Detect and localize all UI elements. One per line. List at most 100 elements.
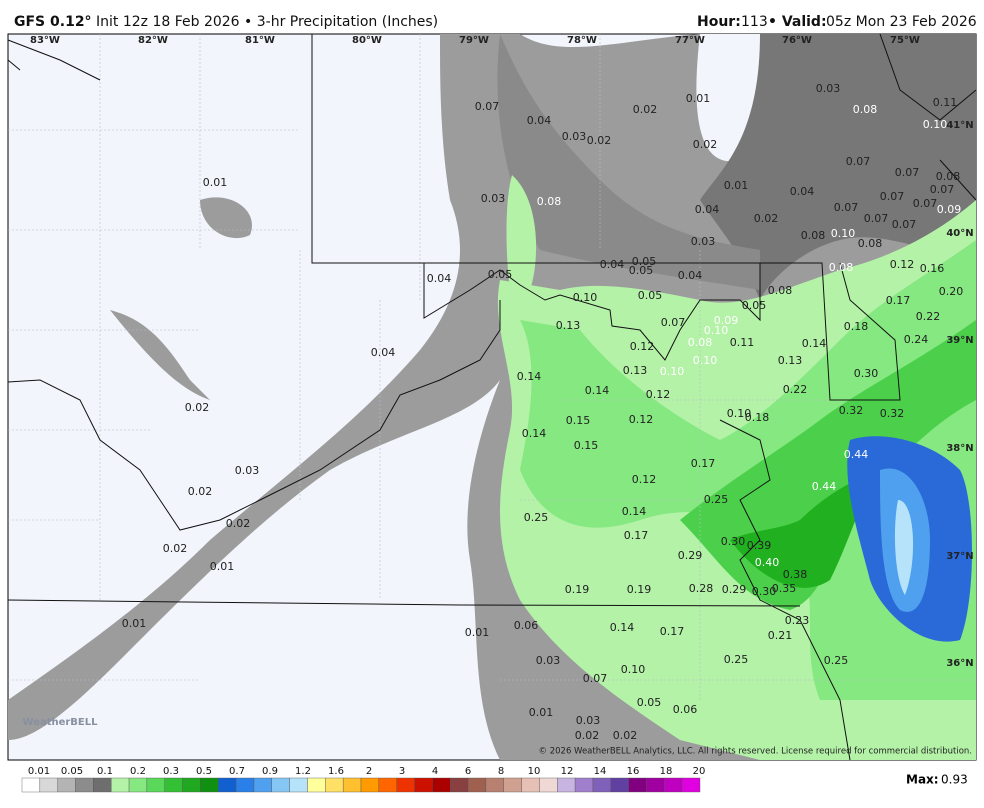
precip-value: 0.17 xyxy=(660,625,685,638)
legend-swatch xyxy=(235,777,255,793)
precip-fill xyxy=(8,34,976,760)
legend-label: 3 xyxy=(399,766,405,777)
legend-swatch xyxy=(574,777,594,793)
longitude-label: 80°W xyxy=(352,35,382,46)
precip-value: 0.04 xyxy=(427,272,452,285)
precip-value: 0.02 xyxy=(185,401,210,414)
precip-value: 0.21 xyxy=(768,629,793,642)
precip-value: 0.04 xyxy=(600,258,625,271)
longitude-label: 82°W xyxy=(138,35,168,46)
latitude-label: 37°N xyxy=(946,551,973,562)
precip-value: 0.14 xyxy=(585,384,610,397)
latitude-label: 38°N xyxy=(946,443,973,454)
legend-swatch xyxy=(21,777,41,793)
latitude-label: 39°N xyxy=(946,335,973,346)
precip-value: 0.08 xyxy=(853,103,878,116)
precip-value: 0.07 xyxy=(895,166,920,179)
legend-label: 8 xyxy=(498,766,504,777)
precip-value: 0.05 xyxy=(632,255,657,268)
precip-value: 0.07 xyxy=(913,197,938,210)
precip-value: 0.17 xyxy=(886,294,911,307)
precip-value: 0.32 xyxy=(880,407,905,420)
precip-value: 0.02 xyxy=(188,485,213,498)
precip-value: 0.30 xyxy=(854,367,879,380)
max-value: 0.93 xyxy=(941,773,968,787)
legend-label: 18 xyxy=(660,766,673,777)
precip-value: 0.06 xyxy=(673,703,698,716)
precip-value: 0.02 xyxy=(575,729,600,742)
latitude-label: 41°N xyxy=(946,120,973,131)
precip-value: 0.19 xyxy=(627,583,652,596)
legend-swatch xyxy=(432,777,451,793)
precip-value: 0.18 xyxy=(745,411,770,424)
legend-swatch xyxy=(289,777,308,793)
precip-value: 0.11 xyxy=(730,336,755,349)
legend-swatch xyxy=(218,777,237,793)
precip-value: 0.39 xyxy=(747,539,772,552)
legend-label: 16 xyxy=(627,766,640,777)
legend-label: 4 xyxy=(432,766,438,777)
precip-value: 0.17 xyxy=(691,457,716,470)
legend-swatch xyxy=(557,777,576,793)
legend-swatch xyxy=(503,777,522,793)
precip-value: 0.12 xyxy=(890,258,915,271)
precip-value: 0.10 xyxy=(727,407,752,420)
precip-value: 0.30 xyxy=(721,535,746,548)
precip-value: 0.03 xyxy=(481,192,506,205)
legend-label: 0.5 xyxy=(196,766,212,777)
precip-value: 0.20 xyxy=(939,285,964,298)
legend-label: 0.3 xyxy=(163,766,179,777)
precip-value: 0.14 xyxy=(517,370,542,383)
legend-swatch xyxy=(414,777,433,793)
legend-swatch xyxy=(485,777,504,793)
legend-swatch xyxy=(664,777,683,793)
precip-value: 0.04 xyxy=(371,346,396,359)
legend-swatch xyxy=(307,777,326,793)
precip-value: 0.13 xyxy=(556,319,581,332)
precip-value: 0.15 xyxy=(566,414,591,427)
precip-value: 0.30 xyxy=(752,585,777,598)
watermark: WeatherBELL xyxy=(22,717,98,728)
precip-value: 0.10 xyxy=(573,291,598,304)
precip-value: 0.25 xyxy=(524,511,549,524)
precip-value: 0.13 xyxy=(623,364,648,377)
precip-value: 0.03 xyxy=(562,130,587,143)
precip-value: 0.10 xyxy=(693,354,718,367)
precip-value: 0.09 xyxy=(937,203,962,216)
precip-value: 0.07 xyxy=(864,212,889,225)
legend-swatch xyxy=(111,777,130,793)
model-name: GFS 0.12° xyxy=(14,14,92,30)
precip-value: 0.13 xyxy=(778,354,803,367)
precip-value: 0.12 xyxy=(646,388,671,401)
precip-value: 0.08 xyxy=(768,284,793,297)
legend-label: 0.01 xyxy=(28,766,50,777)
precip-value: 0.14 xyxy=(610,621,635,634)
precip-value: 0.08 xyxy=(829,261,854,274)
valid-label: • Valid: xyxy=(768,14,827,30)
legend-label: 1.6 xyxy=(328,766,344,777)
precip-value: 0.07 xyxy=(475,100,500,113)
legend-swatch xyxy=(681,777,701,793)
legend-swatch xyxy=(146,777,165,793)
precip-value: 0.01 xyxy=(724,179,749,192)
precip-value: 0.05 xyxy=(629,264,654,277)
precip-value: 0.07 xyxy=(583,672,608,685)
legend-swatch xyxy=(521,777,540,793)
precip-value: 0.12 xyxy=(632,473,657,486)
legend-swatch xyxy=(628,777,647,793)
precip-value: 0.15 xyxy=(574,439,599,452)
precip-value: 0.02 xyxy=(587,134,612,147)
precip-value: 0.44 xyxy=(844,448,869,461)
precip-value: 0.02 xyxy=(613,729,638,742)
precip-value: 0.03 xyxy=(576,714,601,727)
precip-value: 0.29 xyxy=(678,549,703,562)
precip-value: 0.01 xyxy=(210,560,235,573)
precip-value: 0.09 xyxy=(714,314,739,327)
precip-value: 0.28 xyxy=(689,582,714,595)
header-info: Init 12z 18 Feb 2026 • 3-hr Precipitatio… xyxy=(96,14,438,30)
precip-value: 0.10 xyxy=(831,227,856,240)
longitude-label: 78°W xyxy=(567,35,597,46)
precip-value: 0.16 xyxy=(920,262,945,275)
precip-value: 0.14 xyxy=(622,505,647,518)
precip-value: 0.08 xyxy=(858,237,883,250)
